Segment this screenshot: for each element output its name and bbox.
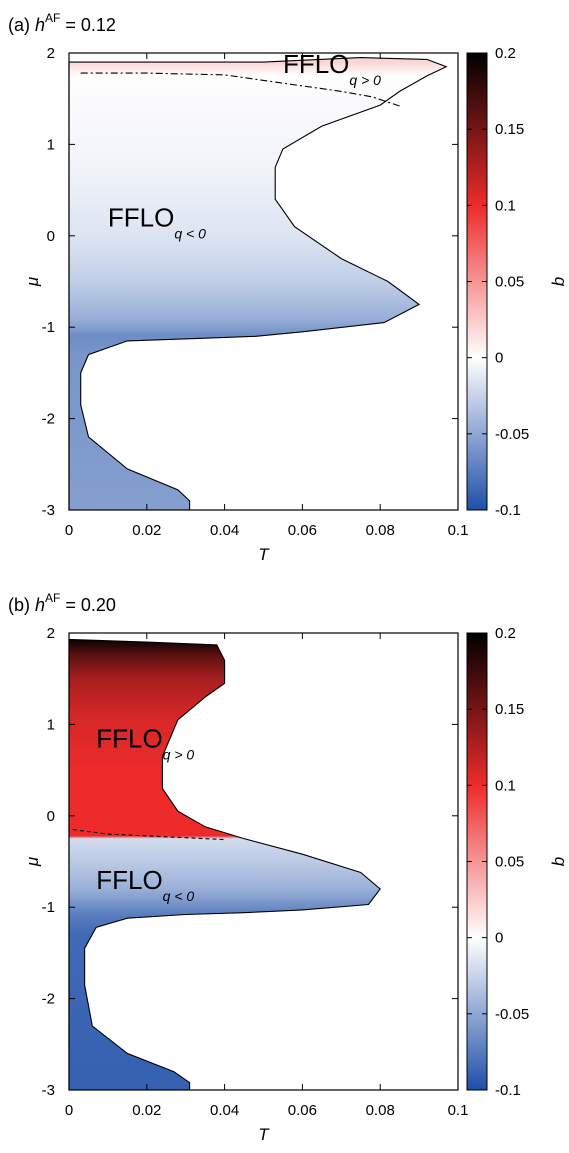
colorbar-tick-label: 0.2 xyxy=(495,45,516,62)
x-tick-label: 0.06 xyxy=(288,1102,317,1119)
x-tick-label: 0.04 xyxy=(210,1102,239,1119)
heatmap-region xyxy=(69,639,381,1090)
x-tick-label: 0.06 xyxy=(288,522,317,539)
y-tick-label: -2 xyxy=(42,411,55,428)
y-axis-label: μ xyxy=(23,856,42,867)
colorbar-tick-label: 0 xyxy=(495,930,503,947)
colorbar-tick-label: 0.2 xyxy=(495,625,516,642)
x-tick-label: 0 xyxy=(65,522,73,539)
y-tick-label: 1 xyxy=(47,136,55,153)
phase-boundary-line xyxy=(68,638,381,1091)
colorbar-tick-label: 0.15 xyxy=(495,121,524,138)
y-tick-label: 2 xyxy=(47,45,55,62)
y-tick-label: -3 xyxy=(42,502,55,519)
x-tick-label: 0.04 xyxy=(210,522,239,539)
x-tick-label: 0.02 xyxy=(132,522,161,539)
x-tick-label: 0.08 xyxy=(366,1102,395,1119)
y-tick-label: 0 xyxy=(47,228,55,245)
colorbar-tick-label: 0.05 xyxy=(495,274,524,291)
region-label: FFLOq < 0 xyxy=(96,865,194,904)
colorbar-tick-label: 0 xyxy=(495,350,503,367)
region-label: FFLOq < 0 xyxy=(108,203,206,242)
colorbar-tick-label: 0.05 xyxy=(495,854,524,871)
x-tick-label: 0.1 xyxy=(448,522,469,539)
heatmap-region xyxy=(69,57,447,510)
panel-title: (b) hAF = 0.20 xyxy=(8,591,116,615)
colorbar-tick-label: 0.1 xyxy=(495,197,516,214)
colorbar-label: q xyxy=(551,857,569,867)
y-tick-label: -2 xyxy=(42,991,55,1008)
chart-panel-b: 0 0.02 0.04 0.06 0.08 0.1 -3 -2 -1 0 1 2 Tμ (b) hAF =… xyxy=(8,591,569,1144)
colorbar-tick-label: -0.1 xyxy=(495,1082,521,1099)
colorbar-tick-label: -0.05 xyxy=(495,1006,529,1023)
colorbar-tick-label: -0.05 xyxy=(495,426,529,443)
phase-boundary-line xyxy=(68,57,448,511)
colorbar-label: q xyxy=(551,277,569,287)
y-tick-label: -1 xyxy=(42,319,55,336)
x-tick-label: 0.1 xyxy=(448,1102,469,1119)
region-label: FFLOq > 0 xyxy=(96,723,194,762)
x-axis-label: T xyxy=(258,545,270,564)
x-tick-label: 0 xyxy=(65,1102,73,1119)
region-label: FFLOq > 0 xyxy=(283,49,381,88)
y-tick-label: -3 xyxy=(42,1082,55,1099)
x-tick-label: 0.08 xyxy=(366,522,395,539)
colorbar-tick-label: -0.1 xyxy=(495,502,521,519)
panel-title: (a) hAF = 0.12 xyxy=(8,11,116,35)
crossover-line xyxy=(80,72,400,107)
chart-panel-a: 0 0.02 0.04 0.06 0.08 0.1 -3 -2 -1 0 1 2 Tμ (a) hAF =… xyxy=(8,11,569,564)
y-tick-label: 0 xyxy=(47,808,55,825)
colorbar-tick-label: 0.1 xyxy=(495,777,516,794)
x-axis-label: T xyxy=(258,1125,270,1144)
y-axis-label: μ xyxy=(23,276,42,287)
y-tick-label: -1 xyxy=(42,899,55,916)
crossover-line xyxy=(72,828,225,841)
x-tick-label: 0.02 xyxy=(132,1102,161,1119)
y-tick-label: 1 xyxy=(47,716,55,733)
colorbar-tick-label: 0.15 xyxy=(495,701,524,718)
plot-frame xyxy=(68,632,459,1091)
plot-frame xyxy=(68,52,459,511)
y-tick-label: 2 xyxy=(47,625,55,642)
